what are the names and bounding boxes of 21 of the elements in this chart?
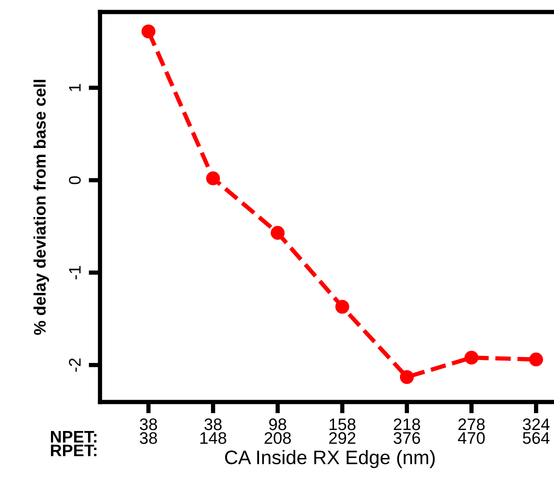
- point: [335, 300, 350, 314]
- y-tick-label: -2: [68, 358, 81, 372]
- point: [206, 171, 220, 186]
- x-tick-label: 38 148: [200, 418, 226, 444]
- x-axis-title: CA Inside RX Edge (nm): [225, 450, 435, 468]
- x-tick-label: 324 564: [522, 418, 550, 444]
- x-tick-label: 38 38: [140, 418, 157, 444]
- x-tick-label: 278 470: [458, 418, 485, 444]
- point: [400, 370, 414, 384]
- x-tick-label: 158 292: [329, 418, 356, 444]
- y-tick-label: -1: [69, 266, 81, 280]
- point: [464, 350, 478, 365]
- x-tick-label: 98 208: [264, 418, 291, 444]
- point: [529, 352, 544, 366]
- text: NPET: RPET:: [50, 430, 96, 456]
- y-axis-title: % delay deviation from base cell: [34, 80, 50, 335]
- y-tick-label: 0: [68, 176, 81, 184]
- y-tick-label: 1: [69, 84, 81, 92]
- point: [270, 226, 285, 240]
- point: [142, 24, 156, 38]
- x-tick-label: 218 376: [394, 418, 420, 444]
